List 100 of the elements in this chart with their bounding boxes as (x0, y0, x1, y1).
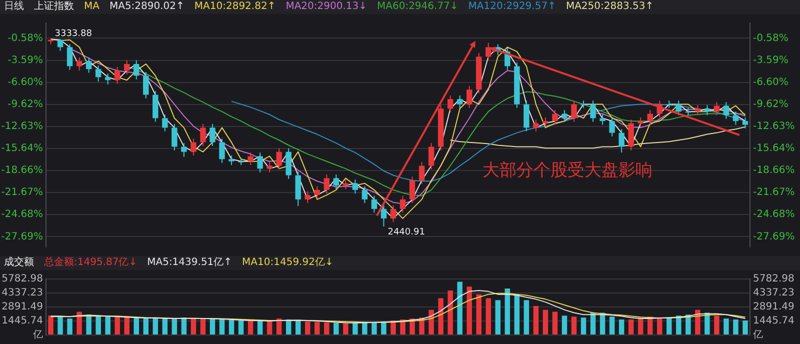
candlestick (352, 179, 358, 194)
candlestick (571, 100, 577, 122)
candlestick (181, 142, 187, 158)
y-tick-label: -21.67% (1, 187, 43, 198)
candlestick (57, 38, 64, 52)
text: MA120:2929.57↑ (468, 1, 556, 12)
bar (181, 318, 187, 334)
candlestick (304, 190, 310, 204)
candlestick (324, 174, 330, 194)
bar (476, 294, 482, 334)
bar (114, 317, 120, 334)
candlestick (162, 114, 168, 132)
y2-tick-label: -12.63% (753, 121, 795, 132)
text: MA5:2890.02↑ (109, 1, 184, 12)
bar (514, 294, 520, 334)
candlestick (400, 195, 406, 214)
text: MA60:2946.77↓ (377, 1, 458, 12)
candlestick (466, 85, 472, 108)
bar (86, 314, 92, 334)
bar (257, 320, 263, 334)
candlestick (314, 186, 320, 200)
y2-tick-label: -3.59% (753, 54, 788, 66)
candlestick (542, 116, 548, 128)
y2-tick-label: 5782.98 (753, 274, 794, 285)
bar (172, 319, 178, 334)
candlestick (276, 148, 282, 170)
bar (362, 322, 368, 334)
text: MA250:2883.53↑ (566, 1, 654, 12)
bar (724, 318, 729, 334)
bar (466, 286, 472, 334)
bar (704, 312, 710, 334)
candlestick (190, 138, 196, 156)
y2-tick-label: -21.67% (753, 187, 795, 198)
bar (580, 318, 586, 334)
bar (58, 316, 63, 334)
candlestick (248, 152, 254, 166)
candlestick (228, 154, 234, 166)
y-tick-label: -6.60% (8, 76, 43, 88)
y-tick-label: -3.59% (8, 54, 43, 66)
bar (76, 312, 82, 334)
chart-title: 上证指数 (34, 1, 74, 12)
candlestick (666, 100, 672, 108)
annotation: 2440.91 (388, 227, 425, 238)
y2-tick-label: -24.68% (753, 209, 795, 220)
candlestick (114, 66, 120, 84)
bar (372, 322, 377, 334)
y-tick-label: -9.62% (8, 98, 43, 110)
y-tick-label: -18.66% (1, 165, 43, 176)
y2-tick-label: -9.62% (753, 98, 788, 110)
text: MA10:1459.92亿↓ (242, 257, 334, 268)
candlestick (486, 42, 492, 61)
y-tick-label: 5782.98 (2, 274, 43, 285)
bar (618, 320, 624, 334)
candlestick (590, 100, 596, 122)
candlestick (628, 119, 634, 151)
bar (248, 320, 254, 334)
bar (552, 312, 558, 334)
candlestick (390, 204, 396, 223)
y2-tick-label: -0.58% (753, 32, 788, 44)
bar (162, 318, 168, 334)
annotation: 大部分个股受大盘影响 (482, 160, 652, 180)
bar (533, 306, 539, 334)
bar (134, 318, 139, 334)
candlestick (152, 90, 158, 122)
bar (695, 310, 700, 334)
bar (457, 282, 462, 334)
candlestick (723, 102, 730, 120)
y-tick-label: -15.64% (1, 143, 43, 154)
y-tick-label: -27.69% (1, 231, 43, 242)
y2-tick-label: 2891.49 (753, 302, 794, 313)
bar (210, 319, 216, 334)
bar (733, 320, 738, 334)
bar (228, 320, 234, 334)
y-tick-label: 亿 (32, 330, 43, 341)
bar (343, 323, 348, 334)
bar (609, 316, 615, 334)
candlestick (409, 176, 416, 204)
bar (266, 321, 272, 334)
bar (428, 310, 434, 334)
bar (219, 320, 225, 334)
bar (305, 321, 310, 334)
candlestick (638, 116, 644, 128)
text: MA20:2900.13↓ (286, 1, 367, 12)
y2-tick-label: -15.64% (753, 143, 795, 154)
candlestick (143, 72, 149, 99)
text: 日线 (4, 1, 24, 12)
y2-tick-label: 4337.23 (753, 288, 794, 299)
candlestick (704, 104, 710, 116)
bar (438, 298, 444, 334)
bar (143, 318, 149, 334)
bar (152, 318, 158, 334)
candlestick (266, 162, 272, 173)
bar (542, 310, 548, 334)
candlestick (66, 44, 73, 70)
y2-tick-label: -6.60% (753, 76, 788, 88)
y2-tick-label: 1445.74 (753, 316, 794, 327)
bar (314, 322, 320, 334)
y-tick-label: -12.63% (1, 121, 43, 132)
candlestick (371, 195, 378, 214)
candlestick (134, 60, 140, 80)
